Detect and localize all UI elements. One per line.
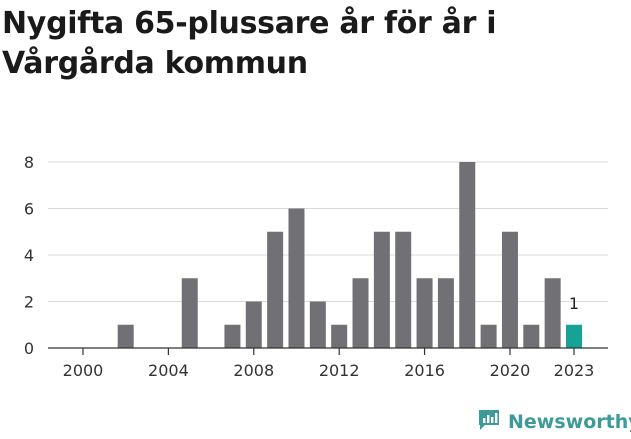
bar — [117, 324, 134, 348]
x-tick-label: 2023 — [554, 361, 595, 380]
bar — [395, 231, 412, 348]
y-tick-label: 0 — [24, 339, 34, 358]
chart-title: Nygifta 65-plussare år för år i Vårgårda… — [2, 6, 497, 81]
bar — [566, 324, 582, 348]
x-tick-label: 2020 — [490, 361, 531, 380]
x-tick-label: 2012 — [319, 361, 360, 380]
bar — [437, 278, 454, 348]
bar — [288, 208, 305, 348]
bar — [224, 324, 241, 348]
newsworthy-logo-icon — [476, 407, 502, 437]
bar — [245, 301, 262, 348]
bar — [267, 231, 284, 348]
x-tick-label: 2016 — [404, 361, 445, 380]
bar — [501, 231, 518, 348]
y-tick-label: 2 — [24, 293, 34, 312]
x-tick-label: 2000 — [63, 361, 104, 380]
bar — [309, 301, 326, 348]
brand: Newsworthy — [476, 407, 631, 437]
bar — [373, 231, 390, 348]
data-label: 1 — [569, 294, 579, 313]
brand-name: Newsworthy — [508, 411, 631, 433]
bar — [416, 278, 433, 348]
x-tick-label: 2008 — [233, 361, 274, 380]
y-tick-label: 4 — [24, 246, 34, 265]
bar — [331, 324, 348, 348]
bar — [352, 278, 369, 348]
bar — [459, 162, 476, 348]
y-tick-label: 8 — [24, 153, 34, 172]
y-tick-label: 6 — [24, 200, 34, 219]
x-tick-label: 2004 — [148, 361, 189, 380]
bar — [523, 324, 540, 348]
bar — [544, 278, 561, 348]
bar-chart: 0 2 4 6 8 1 2000 2004 2008 2012 2016 2020 2023 — [24, 153, 608, 380]
bar — [480, 324, 497, 348]
bar — [181, 278, 198, 348]
